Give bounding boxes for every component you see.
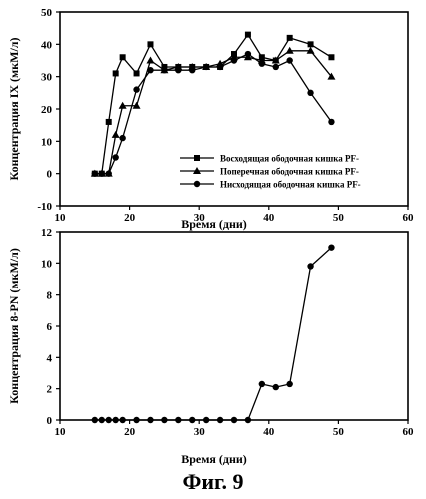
chart1-y-axis-title: Концентрация IX (мкМ/л): [7, 37, 21, 180]
chart2-series-1-point-10: [202, 416, 210, 424]
chart2-x-tick-label-4: 50: [333, 426, 345, 438]
chart1-series-3-point-2: [105, 170, 112, 177]
chart1-series-1-point-13: [244, 31, 251, 38]
chart2-x-tick-label-2: 30: [194, 426, 206, 438]
chart1-series-3-point-5: [133, 86, 140, 93]
chart1-series-1-point-2: [105, 118, 112, 125]
chart1-x-tick-label-5: 60: [403, 212, 415, 224]
chart2-y-axis-title: Концентрация 8-PN (мкМ/л): [7, 248, 21, 404]
chart2-series-1-point-12: [230, 416, 238, 424]
chart1-y-tick-label-3: 20: [41, 104, 53, 116]
chart2-y-tick-label-1: 2: [47, 384, 53, 396]
chart2-series-1-point-3: [112, 416, 119, 424]
chart1-legend-1-label: Восходящая ободочная кишка PF-: [220, 154, 359, 164]
chart2-series-1-point-13: [244, 416, 252, 424]
chart1-y-tick-label-4: 30: [41, 72, 53, 84]
chart2-series-1-line: [94, 247, 332, 421]
chart2-series-1-point-6: [147, 416, 154, 424]
chart2-series-1-point-15: [272, 383, 279, 391]
chart1-series-3-point-15: [272, 63, 279, 71]
chart2-x-tick-label-5: 60: [403, 426, 415, 438]
chart2-y-tick-label-3: 6: [47, 321, 53, 333]
chart1-series-3-point-1: [98, 170, 105, 177]
chart1-y-tick-label-2: 10: [41, 136, 53, 148]
chart2-series-1-point-2: [105, 416, 112, 424]
chart2-y-tick-label-6: 12: [41, 227, 53, 239]
chart2-series-1-point-11: [216, 416, 224, 424]
chart2-series-1-point-7: [161, 416, 168, 424]
figure-caption: Фиг. 9: [182, 469, 243, 494]
chart2-series-1-point-14: [258, 380, 266, 388]
chart1-x-tick-label-2: 30: [194, 212, 206, 224]
chart2-y-tick-label-5: 10: [41, 258, 53, 270]
chart1-series-3-point-11: [216, 63, 224, 71]
chart1-series-1-point-18: [328, 54, 335, 61]
chart1-legend-2-point-swatch: [193, 167, 201, 174]
chart1-series-3-point-3: [112, 154, 119, 161]
chart1-series-1-point-5: [133, 70, 140, 77]
chart1-series-2-point-17: [306, 46, 315, 54]
chart1-series-3-point-0: [91, 170, 99, 177]
chart2-series-1-point-0: [91, 416, 99, 424]
chart1-series-3-point-10: [202, 63, 210, 71]
chart1-series-1-point-17: [307, 41, 314, 48]
chart1-x-axis-title: Время (дни): [181, 217, 247, 231]
chart2-y-tick-label-2: 4: [47, 352, 53, 364]
chart1-x-tick-label-3: 40: [263, 212, 275, 224]
chart-bottom-concentration-8pn: 10 20 30 40 50 60 0 2 4 6 8 10 12 Время (дни) Концентр…: [7, 227, 414, 466]
chart1-x-tick-label-1: 20: [124, 212, 136, 224]
chart1-legend-2-label: Поперечная ободочная кишка PF-: [220, 167, 359, 177]
chart1-series-2-point-15: [271, 56, 280, 64]
chart1-series-3-point-8: [175, 67, 182, 74]
chart1-series-2-point-18: [327, 72, 336, 80]
chart1-series-2-point-16: [285, 46, 294, 54]
chart1-series-1-point-6: [147, 41, 154, 48]
chart2-series-1-point-8: [175, 416, 182, 424]
chart1-series-3-point-9: [189, 67, 196, 74]
chart1-legend-3-label: Нисходящая ободочная кишка PF-: [220, 180, 361, 190]
chart1-series-2-point-5: [132, 101, 141, 109]
chart2-series-1-point-9: [189, 416, 196, 424]
chart1-series-3-point-16: [286, 57, 293, 64]
chart1-legend-3-point-swatch: [193, 180, 201, 188]
chart2-series-1-point-1: [98, 416, 105, 424]
chart2-series-1-point-16: [286, 380, 293, 388]
chart1-series-3-point-13: [244, 50, 252, 58]
chart2-series-1-point-18: [328, 244, 335, 251]
chart2-y-tick-label-0: 0: [47, 415, 53, 427]
chart1-series-3-point-4: [119, 134, 126, 142]
chart1-series-3-point-14: [258, 60, 266, 67]
chart2-series-1-point-4: [119, 416, 126, 424]
chart2-plot-frame: [59, 231, 409, 421]
chart2-x-tick-label-3: 40: [263, 426, 275, 438]
chart1-series-2-point-3: [111, 130, 120, 138]
chart2-x-axis-title: Время (дни): [181, 452, 247, 466]
chart1-series-3-point-6: [147, 67, 154, 74]
chart1-legend-1-point-swatch: [194, 155, 200, 161]
chart1-x-tick-label-0: 10: [55, 212, 67, 224]
chart1-series-3-point-12: [230, 57, 238, 64]
chart2-series-1-point-5: [133, 416, 140, 424]
chart1-x-tick-label-4: 50: [333, 212, 345, 224]
chart1-series-1-point-4: [119, 54, 126, 61]
chart-top-concentration-ix: 10 20 30 40 50 60 -10 0 10 20 30 40 50 Время (дни) Кон…: [7, 7, 414, 231]
chart1-y-tick-label-6: 50: [41, 7, 53, 19]
chart1-series-1-point-3: [112, 70, 119, 77]
chart2-x-tick-label-1: 20: [124, 426, 136, 438]
chart1-plot-frame: [59, 11, 409, 207]
chart2-y-tick-label-4: 8: [47, 290, 53, 302]
chart1-y-tick-label-5: 40: [41, 39, 53, 51]
chart1-y-tick-label-0: -10: [37, 201, 52, 213]
chart1-series-2-point-6: [146, 56, 155, 64]
chart1-y-tick-label-1: 0: [47, 169, 53, 181]
chart2-series-1-point-17: [307, 263, 314, 270]
chart1-series-3-point-17: [307, 89, 314, 97]
chart1-series-2-point-4: [118, 101, 127, 109]
chart1-series-1-point-16: [286, 34, 293, 41]
chart2-x-tick-label-0: 10: [55, 426, 67, 438]
chart1-series-3-point-18: [328, 118, 335, 126]
chart1-series-3-point-7: [161, 67, 168, 74]
